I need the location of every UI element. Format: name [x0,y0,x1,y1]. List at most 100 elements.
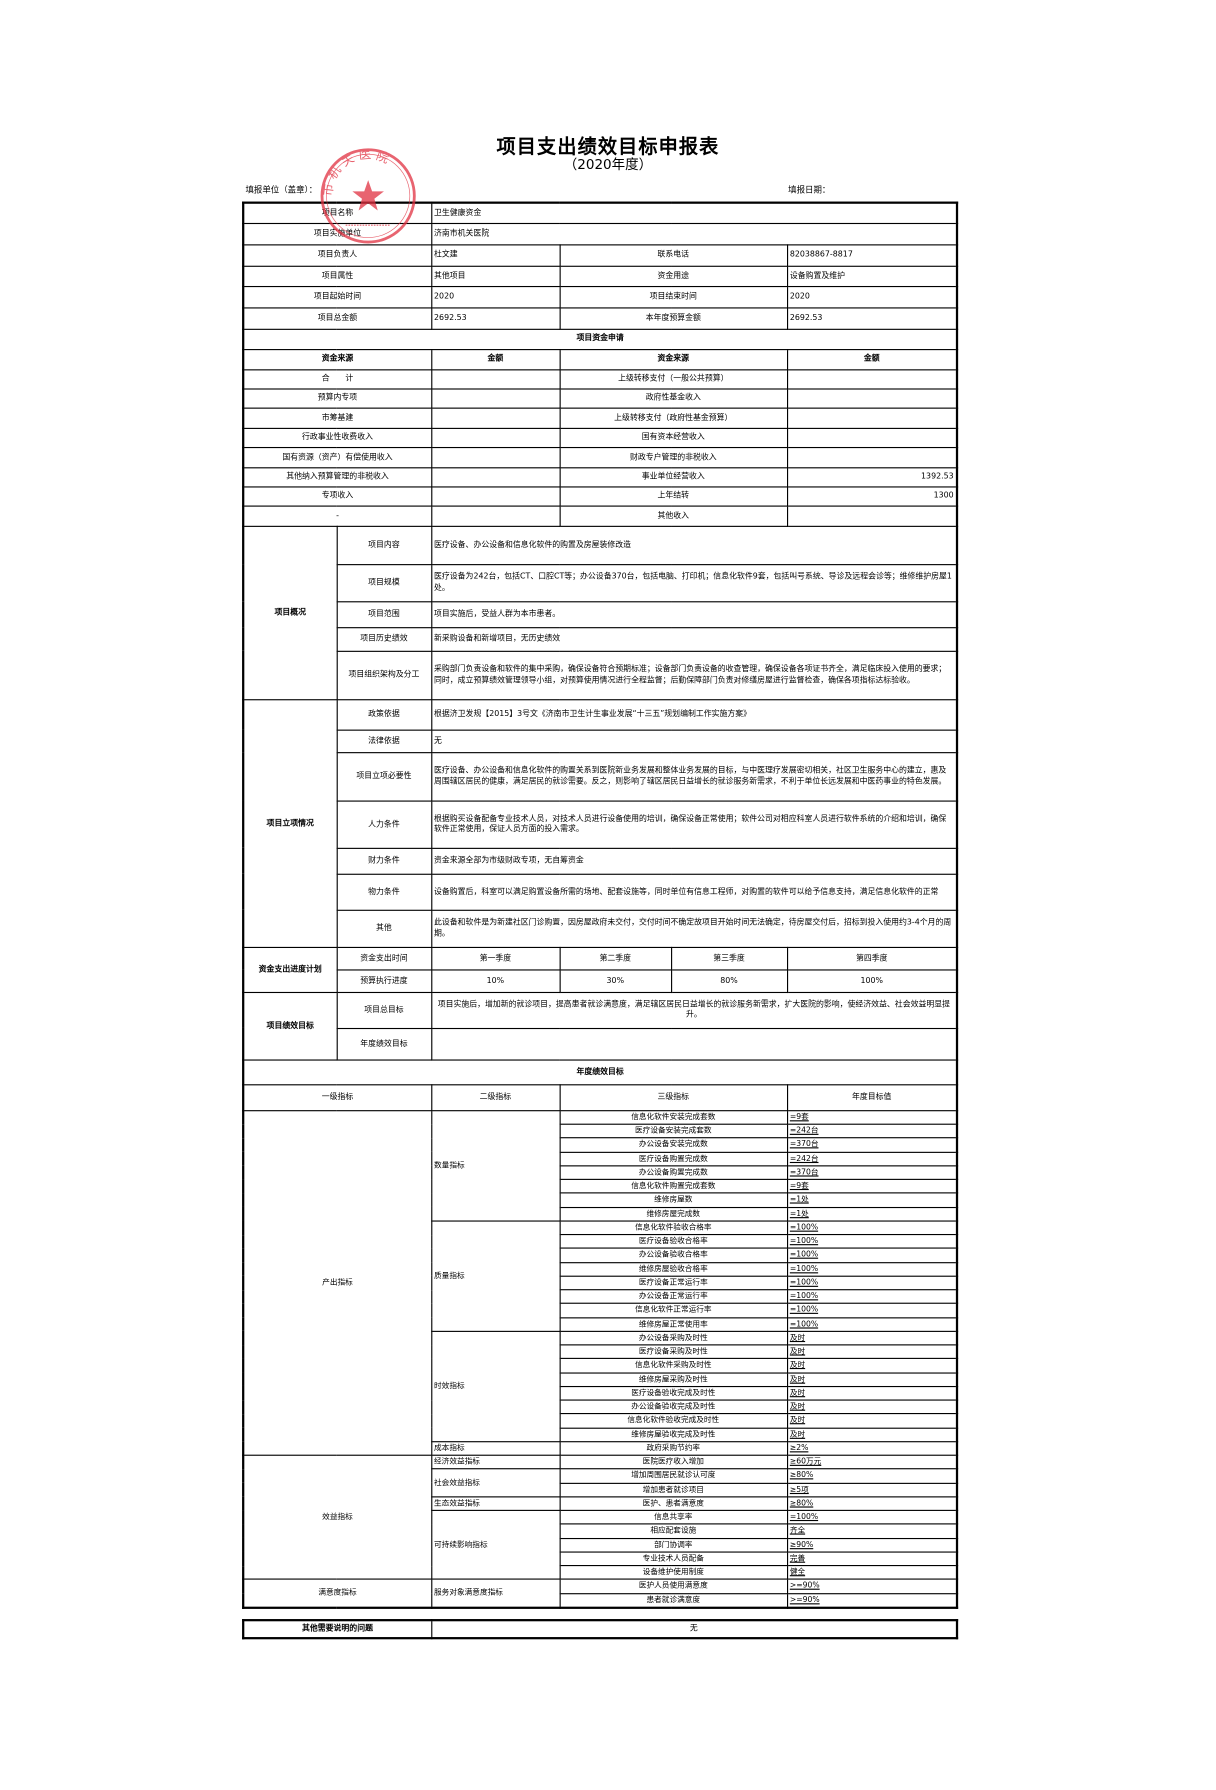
approval-item-label: 其他 [336,909,432,948]
indicator-level3: 医疗设备正常运行率 [559,1275,788,1291]
indicator-level2: 成本指标 [430,1440,561,1456]
indicator-level3: 维修房屋验收合格率 [559,1261,788,1277]
indicator-level3: 办公设备正常运行率 [559,1289,788,1305]
approval-item-text: 无 [430,729,958,753]
funds-row: 合 计 上级转移支付（一般公共预算） [242,368,958,390]
funds-row: 行政事业性收费收入 国有资本经营收入 [242,427,958,449]
funds-col-source-2: 资金来源 [559,348,788,370]
indicator-row: 办公设备安装完成数 =370台 [243,1137,958,1153]
funds-amount-left [430,505,561,527]
approval-row: 项目立项必要性 医疗设备、办公设备和信息化软件的购置关系到医院新业务发展和整体业务… [243,751,958,802]
indicator-row: 设备维护使用制度 健全 [243,1564,958,1580]
indicator-row: 信息化软件购置完成套数 =9套 [243,1178,958,1194]
overview-item-label: 项目历史绩效 [336,626,432,652]
project-name-value: 卫生健康资金 [430,202,958,225]
indicator-col-target: 年度目标值 [786,1083,958,1111]
indicator-level3: 维修房屋验收完成及时性 [559,1427,788,1443]
indicator-level3: 医护、患者满意度 [559,1496,788,1511]
approval-item-text: 根据购买设备配备专业技术人员，对技术人员进行设备使用的培训，确保设备正常使用；软… [430,800,958,849]
indicator-level3: 政府采购节约率 [559,1440,788,1456]
indicator-row: 办公设备验收完成及时性 及时 [243,1399,958,1415]
start-value: 2020 [430,286,561,309]
funds-amount-left [430,408,561,429]
indicator-row: 患者就诊满意度 >=90% [243,1592,958,1608]
end-value: 2020 [786,286,958,309]
indicator-target-value: >=90% [786,1592,958,1608]
goals-section-label: 项目绩效目标 [242,991,338,1061]
indicator-level3: 患者就诊满意度 [559,1592,788,1608]
indicator-target-value: ≥80% [786,1468,958,1484]
indicator-level3: 医疗设备采购及时性 [559,1344,788,1360]
indicator-level3: 医疗设备验收完成及时性 [559,1385,788,1401]
funds-amount-left [430,466,561,488]
phone-label: 联系电话 [559,244,788,267]
row-attr: 项目属性 其他项目 资金用途 设备购置及维护 [242,265,958,288]
indicator-target-value: ≥80% [786,1496,958,1511]
funds-source-left: 行政事业性收费收入 [242,427,432,449]
approval-item-text: 资金来源全部为市级财政专项，无自筹资金 [430,847,958,875]
indicator-target-value: =370台 [786,1137,958,1153]
approval-item-label: 财力条件 [336,847,432,875]
attr-value: 其他项目 [430,265,561,288]
indicator-level2: 经济效益指标 [430,1454,561,1470]
funds-source-right: 上年结转 [559,486,788,508]
funds-amount-left [430,447,561,468]
indicator-target-value: 及时 [786,1344,958,1360]
funds-amount-right: 1392.53 [786,466,958,488]
funds-amount-right [786,408,958,429]
indicator-level3: 信息化软件安装完成套数 [559,1109,788,1125]
indicator-level3: 维修房屋完成数 [559,1206,788,1222]
indicator-level3: 维修房屋正常使用率 [559,1316,788,1332]
row-project-name: 项目名称 卫生健康资金 [242,202,958,225]
indicator-row: 信息化软件采购及时性 及时 [243,1358,958,1374]
overview-row: 项目规模 医疗设备为242台，包括CT、口腔CT等；办公设备370台，包括电脑、打… [243,563,958,603]
indicator-level2: 社会效益指标 [430,1468,561,1498]
svg-text:市 机 关 医 院: 市 机 关 医 院 [320,147,391,196]
schedule-time-label: 资金支出时间 [336,946,432,971]
approval-row: 物力条件 设备购置后，科室可以满足购置设备所需的场地、配套设施等，同时单位有信息工… [243,873,958,911]
indicator-level3: 专业技术人员配备 [559,1551,788,1567]
overview-item-label: 项目范围 [336,600,432,628]
indicator-target-value: =100% [786,1247,958,1263]
quarter-progress: 30% [559,969,672,993]
indicator-row: 相应配套设施 齐全 [243,1523,958,1539]
indicator-level3: 维修房屋采购及时性 [559,1371,788,1387]
goals-overall-label: 项目总目标 [336,991,432,1029]
end-label: 项目结束时间 [559,286,788,309]
fill-unit-label: 填报单位（盖章）： [245,184,318,195]
schedule-progress-row: 预算执行进度 10% 30% 80% 100% [243,969,958,993]
indicator-level3: 医院医疗收入增加 [559,1454,788,1470]
indicator-level3: 办公设备购置完成数 [559,1165,788,1180]
indicator-target-value: 及时 [786,1358,958,1374]
funds-amount-right [786,447,958,468]
official-seal-stamp: 市 机 关 医 院 [320,147,416,244]
indicator-row: 维修房屋正常使用率 =100% [243,1316,958,1332]
quarter-header: 第二季度 [559,946,672,971]
page-title: 项目支出绩效目标申报表 [496,136,720,159]
indicator-level3: 医疗设备验收合格率 [559,1233,788,1249]
indicator-row: 维修房屋验收合格率 =100% [243,1261,958,1277]
funds-amount-left [430,427,561,449]
page-subtitle-year: （2020年度） [563,156,653,173]
approval-item-text: 根据济卫发规【2015】3号文《济南市卫生计生事业发展“十三五”规划编制工作实施… [430,698,958,731]
indicator-level3: 办公设备安装完成数 [559,1137,788,1153]
funds-source-left: 合 计 [242,368,432,390]
overview-row: 项目历史绩效 新采购设备和新增项目，无历史绩效 [243,626,958,652]
funds-amount-left [430,486,561,508]
indicator-level3: 增加患者就诊项目 [559,1482,788,1498]
indicator-level3: 办公设备验收完成及时性 [559,1399,788,1415]
indicator-target-value: 及时 [786,1399,958,1415]
other-notes-label: 其他需要说明的问题 [242,1619,432,1639]
indicator-row: 质量指标 信息化软件验收合格率 =100% [243,1220,958,1332]
indicator-level2: 质量指标 [430,1220,561,1332]
funds-row: 市筹基建 上级转移支付（政府性基金预算） [242,408,958,429]
overview-item-text: 采购部门负责设备和软件的集中采购，确保设备符合预期标准；设备部门负责设备的收查管… [430,650,958,701]
indicator-row: 医疗设备安装完成套数 =242台 [243,1123,958,1139]
indicator-target-value: =100% [786,1289,958,1305]
indicator-level3: 增加周围居民就诊认可度 [559,1468,788,1484]
indicator-target-value: ≥90% [786,1537,958,1553]
funds-source-left: 其他纳入预算管理的非税收入 [242,466,432,488]
indicator-level3: 信息化软件验收完成及时性 [559,1413,788,1429]
funds-source-left: 专项收入 [242,486,432,508]
indicator-target-value: 及时 [786,1427,958,1443]
